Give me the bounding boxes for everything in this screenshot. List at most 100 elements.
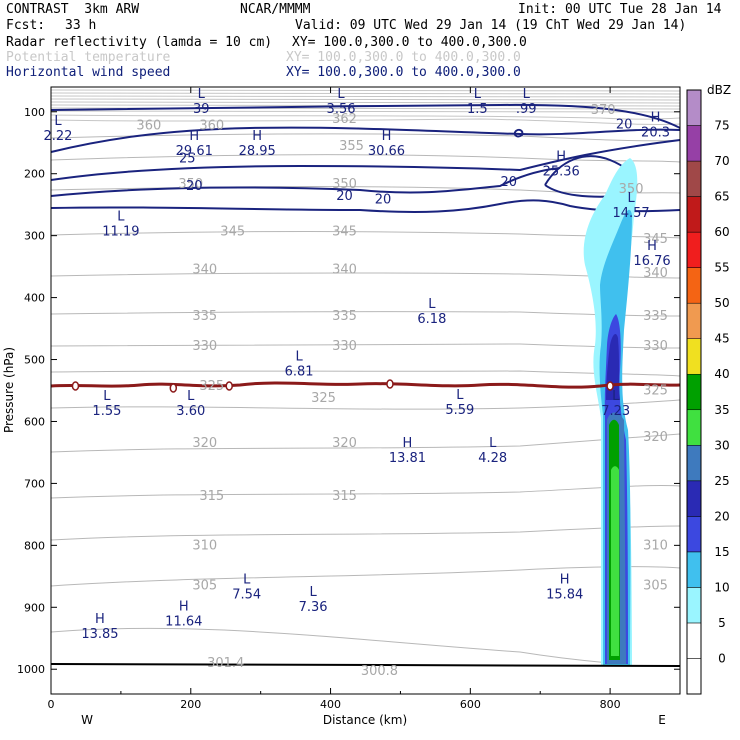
colorbar-segment (686, 302, 702, 339)
extremum-type: L (187, 389, 195, 404)
extremum-value: 11.19 (102, 225, 139, 240)
east-label: E (658, 713, 666, 727)
colorbar-segment (686, 160, 702, 197)
wind-speed-label: 25 (179, 152, 196, 167)
wind-speed-label: 20 (616, 118, 633, 133)
colorbar-segment (686, 125, 702, 162)
x-axis-label: Distance (km) (323, 713, 407, 727)
theta-label: 345 (220, 224, 245, 239)
theta-label: 340 (643, 266, 668, 281)
forecast-label: Fcst: (6, 18, 46, 33)
extremum-value: .99 (516, 102, 537, 117)
theta-label: 301.4 (207, 656, 244, 671)
extremum-type: L (243, 572, 251, 587)
field-xy-wind: XY= 100.0,300.0 to 400.0,300.0 (286, 65, 521, 80)
axes: 0 200 400 600 800 100 200 300 400 500 600 700 800 900… (17, 87, 680, 711)
colorbar-tick-label: 70 (714, 154, 729, 168)
ground-line (50, 663, 681, 667)
extremum-type: H (651, 110, 661, 125)
theta-label: 350 (178, 177, 203, 192)
model-title: CONTRAST 3km ARW (6, 2, 140, 17)
wind-speed-label: 20 (186, 179, 203, 194)
tropopause-marker (386, 379, 394, 389)
colorbar-unit: dBZ (707, 83, 731, 97)
wind-contours (50, 103, 681, 213)
theta-label: 340 (192, 263, 217, 278)
theta-label: 300.8 (361, 664, 398, 679)
theta-label: 320 (192, 436, 217, 451)
extremum-type: L (428, 297, 436, 312)
extremum-type: L (523, 87, 531, 102)
theta-label: 335 (643, 309, 668, 324)
colorbar-segment (686, 658, 702, 695)
colorbar-segment (686, 267, 702, 304)
extremum-type: H (179, 600, 189, 615)
x-tick-label: 600 (460, 698, 481, 711)
theta-label: 370 (591, 103, 616, 118)
theta-label: 310 (192, 538, 217, 553)
theta-label: 325 (311, 391, 336, 406)
extremum-value: 16.76 (633, 254, 670, 269)
theta-label: 345 (332, 224, 357, 239)
colorbar-tick-label: 40 (714, 367, 729, 381)
valid-time: Valid: 09 UTC Wed 29 Jan 14 (19 ChT Wed … (295, 18, 687, 33)
x-tick-label: 800 (600, 698, 621, 711)
y-tick-label: 500 (24, 354, 45, 367)
extremum-value: 2.22 (44, 129, 73, 144)
theta-label: 350 (332, 177, 357, 192)
extremum-type: L (612, 389, 620, 404)
extremum-value: 7.36 (299, 600, 328, 615)
extremum-value: 29.61 (176, 144, 213, 159)
colorbar-segment (686, 409, 702, 446)
extremum-type: H (403, 436, 413, 451)
forecast-hour: 33 h (65, 18, 97, 33)
extremum-type: L (103, 389, 111, 404)
plot-frame (50, 86, 681, 695)
theta-label: 362 (332, 112, 357, 127)
theta-label: 325 (643, 384, 668, 399)
theta-labels: 360 360 362 370 355 350 350 350 345 345 345 340 340 3… (136, 103, 668, 679)
colorbar-segment (686, 516, 702, 553)
y-tick-label: 800 (24, 539, 45, 552)
upper-theta-bundle (50, 89, 681, 125)
y-tick-label: 1000 (17, 663, 45, 676)
extremum-type: H (560, 572, 570, 587)
colorbar-tick-label: 55 (714, 261, 729, 275)
colorbar-tick-label: 35 (714, 403, 729, 417)
theta-label: 325 (199, 379, 224, 394)
y-tick-label: 600 (24, 415, 45, 428)
tropopause-marker (71, 381, 80, 391)
extremum-value: 39 (193, 102, 210, 117)
extremum-value: 14.57 (612, 206, 649, 221)
theta-label: 340 (332, 263, 357, 278)
y-axis-label: Pressure (hPa) (2, 347, 16, 433)
colorbar-segment (686, 231, 702, 268)
field-xy-theta: XY= 100.0,300.0 to 400.0,300.0 (286, 50, 521, 65)
theta-label: 345 (643, 232, 668, 247)
y-tick-label: 300 (24, 230, 45, 243)
field-xy-reflectivity: XY= 100.0,300.0 to 400.0,300.0 (292, 35, 527, 50)
colorbar-tick-label: 60 (714, 225, 729, 239)
theta-label: 360 (199, 118, 224, 133)
init-time: Init: 00 UTC Tue 28 Jan 14 (518, 2, 722, 17)
extremum-value: 3.60 (176, 404, 205, 419)
extremum-value: 3.56 (327, 102, 356, 117)
tropopause-marker (225, 381, 233, 391)
colorbar-segment (686, 373, 702, 411)
theta-label: 320 (643, 430, 668, 445)
extremum-type: H (647, 239, 657, 254)
y-tick-label: 400 (24, 292, 45, 305)
extremum-type: L (456, 388, 464, 403)
theta-label: 335 (332, 309, 357, 324)
extremum-type: H (252, 129, 262, 144)
extremum-type: L (474, 87, 482, 102)
wind-labels: 25 20 20 20 20 20 (179, 118, 632, 208)
field-name-reflectivity: Radar reflectivity (lamda = 10 cm) (6, 35, 273, 50)
extremum-type: L (295, 349, 303, 364)
extremum-type: H (556, 149, 566, 164)
theta-label: 335 (192, 309, 217, 324)
theta-label: 330 (192, 339, 217, 354)
colorbar-segment (686, 480, 702, 517)
extremum-value: 6.81 (285, 364, 314, 379)
